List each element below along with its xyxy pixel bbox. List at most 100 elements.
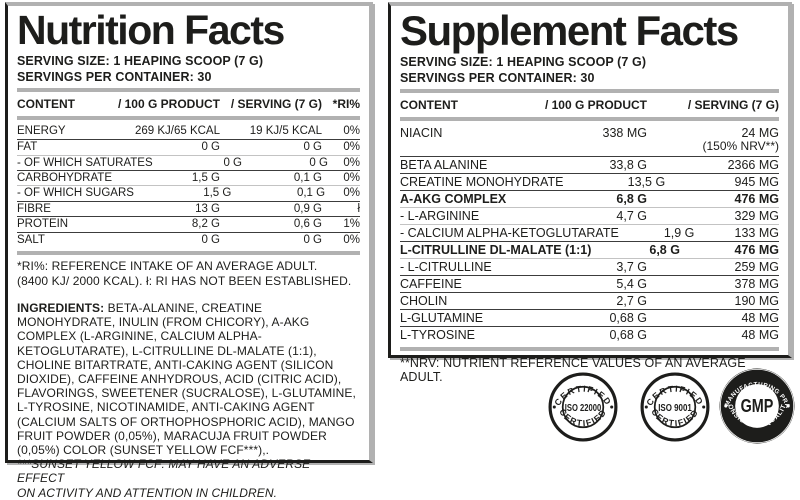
per-100g-value: 4,7 G [616,208,647,223]
per-100g-value: 6,8 G [649,242,680,257]
per-100g-value: 0,68 G [609,327,647,342]
table-row: CREATINE MONOHYDRATE 13,5 G 945 MG [400,172,779,190]
table-row: BETA ALANINE 33,8 G 2366 MG [400,155,779,173]
divider-bar [17,87,360,92]
per-serving-value: 0 G [303,233,322,246]
per-serving-value: 0,6 G [293,218,322,231]
table-row: CHOLIN 2,7 G 190 MG [400,291,779,309]
nutrient-name: CARBOHYDRATE [17,171,112,184]
divider-bar [17,115,360,120]
per-100g-value: 0,68 G [609,310,647,325]
serving-size-line: SERVING SIZE: 1 HEAPING SCOOP (7 G) [400,54,647,69]
ingredient-name: A-AKG COMPLEX [400,191,507,206]
table-row: ENERGY 269 KJ/65 KCAL 19 KJ/5 KCAL 0% [17,124,360,139]
ri-footnote-line2: (8400 KJ/ 2000 KCAL). ł: RI HAS NOT BEEN… [17,273,352,288]
per-100g-value: 5,4 G [616,276,647,291]
divider-bar [17,250,360,255]
table-row: L-GLUTAMINE 0,68 G 48 MG [400,308,779,326]
per-serving-value: 0,1 G [293,171,322,184]
iso-9001-stamp-icon: CERTIFIED CERTIFIED ISO 9001 [640,372,710,442]
per-100g-value: 269 KJ/65 KCAL [134,124,220,137]
per-serving-value: 48 MG [741,327,779,342]
divider-bar [400,88,779,93]
nutrient-name: SALT [17,233,45,246]
nrv-footnote: **NRV: NUTRIENT REFERENCE VALUES OF AN A… [400,355,746,384]
iso-22000-stamp-icon: CERTIFIED CERTIFIED ISO 22000 [548,372,618,442]
table-row: - L-CITRULLINE 3,7 G 259 MG [400,257,779,275]
ri-footnote: *RI%: REFERENCE INTAKE OF AN AVERAGE ADU… [17,259,360,289]
ri-percent-value: 0% [343,171,360,184]
ingredients-label: INGREDIENTS: [17,300,105,315]
table-row: - OF WHICH SUGARS 1,5 G 0,1 G 0% [17,185,360,200]
per-100g-value: 338 MG [602,125,647,140]
ingredient-name: CHOLIN [400,293,448,308]
ingredient-name: CAFFEINE [400,276,462,291]
divider-bar [400,346,779,351]
warning-line1: ***SUNSET YELLOW FCF: MAY HAVE AN ADVERS… [17,457,311,486]
sunset-yellow-warning: ***SUNSET YELLOW FCF: MAY HAVE AN ADVERS… [17,457,360,500]
per-100g-value: 1,9 G [663,225,695,240]
nutrient-name: - OF WHICH SATURATES [17,156,153,169]
serving-nrv-note: (150% NRV**) [702,138,779,153]
ri-percent-value: 1% [343,218,360,231]
table-row: CARBOHYDRATE 1,5 G 0,1 G 0% [17,169,360,185]
per-serving-value: 133 MG [734,225,779,240]
per-serving-value: 0,1 G [296,187,326,200]
warning-line2: ON ACTIVITY AND ATTENTION IN CHILDREN. [17,485,278,500]
table-row: - OF WHICH SATURATES 0 G 0 G 0% [17,154,360,170]
supplement-facts-title: Supplement Facts [400,7,739,54]
table-row: NIACIN 338 MG 24 MG (150% NRV**) [400,125,779,156]
ri-percent-value: 0% [343,156,360,169]
ingredients-text: BETA-ALANINE, CREATINE MONOHYDRATE, INUL… [17,300,356,457]
nutrition-table-header: CONTENT / 100 G PRODUCT / SERVING (7 G) … [17,96,360,112]
per-serving-value: 476 MG [734,191,779,206]
servings-per-container-line: SERVINGS PER CONTAINER: 30 [17,69,212,84]
header-per-serving: / SERVING (7 G) [687,97,779,112]
per-100g-value: 1,5 G [203,187,232,200]
table-row: - CALCIUM ALPHA-KETOGLUTARATE 1,9 G 133 MG [400,223,779,241]
per-serving-value: 945 MG [734,174,779,189]
supplement-table-header: CONTENT / 100 G PRODUCT / SERVING (7 G) [400,97,779,113]
table-row: L-CITRULLINE DL-MALATE (1:1) 6,8 G 476 MG [400,240,779,258]
table-row: A-AKG COMPLEX 6,8 G 476 MG [400,189,779,207]
table-row: PROTEIN 8,2 G 0,6 G 1% [17,216,360,231]
header-per-100g: / 100 G PRODUCT [117,96,220,111]
header-content: CONTENT [17,96,75,111]
gmp-badge: GOOD MANUFACTURING PRACTICE CONSISTENT Q… [715,362,796,450]
nutrient-name: FIBRE [17,202,51,215]
per-100g-value: 13,5 G [627,174,666,189]
per-100g-value: 33,8 G [609,157,647,172]
per-100g-value: 0 G [201,141,220,154]
ingredient-name: - L-CITRULLINE [400,259,492,274]
divider-bar [400,116,779,121]
per-100g-value: 0 G [201,233,220,246]
nutrient-name: PROTEIN [17,218,69,231]
svg-text:ISO 22000: ISO 22000 [565,402,602,414]
ri-percent-value: ł [357,202,360,215]
ri-footnote-line1: *RI%: REFERENCE INTAKE OF AN AVERAGE ADU… [17,258,318,273]
nutrient-name: ENERGY [17,124,66,137]
nutrition-facts-title: Nutrition Facts [17,7,285,53]
supplement-table-body: NIACIN 338 MG 24 MG (150% NRV**) BETA ALANIN… [400,125,779,343]
table-row: SALT 0 G 0 G 0% [17,231,360,247]
header-per-100g: / 100 G PRODUCT [544,97,647,112]
table-row: FAT 0 G 0 G 0% [17,139,360,154]
iso-9001-badge: CERTIFIED CERTIFIED ISO 9001 [640,372,710,447]
ingredient-name: BETA ALANINE [400,157,488,172]
header-ri-percent: *RI% [332,96,360,111]
ingredient-name: - L-ARGININE [400,208,480,223]
table-row: L-TYROSINE 0,68 G 48 MG [400,325,779,343]
per-serving-value: 0 G [309,156,328,169]
table-row: CAFFEINE 5,4 G 378 MG [400,274,779,292]
gmp-stamp-icon: GOOD MANUFACTURING PRACTICE CONSISTENT Q… [715,362,795,444]
per-100g-value: 8,2 G [191,218,220,231]
header-per-serving: / SERVING (7 G) [230,96,322,111]
ingredients-paragraph: INGREDIENTS: BETA-ALANINE, CREATINE MONO… [17,301,360,457]
per-100g-value: 13 G [195,202,220,215]
servings-per-container-line: SERVINGS PER CONTAINER: 30 [400,70,595,85]
per-serving-value: 476 MG [734,242,779,257]
iso-22000-badge: CERTIFIED CERTIFIED ISO 22000 [548,372,618,447]
table-row: - L-ARGININE 4,7 G 329 MG [400,206,779,224]
per-serving-value: 378 MG [734,276,779,291]
per-serving-value: 24 MG (150% NRV**) [647,125,779,153]
